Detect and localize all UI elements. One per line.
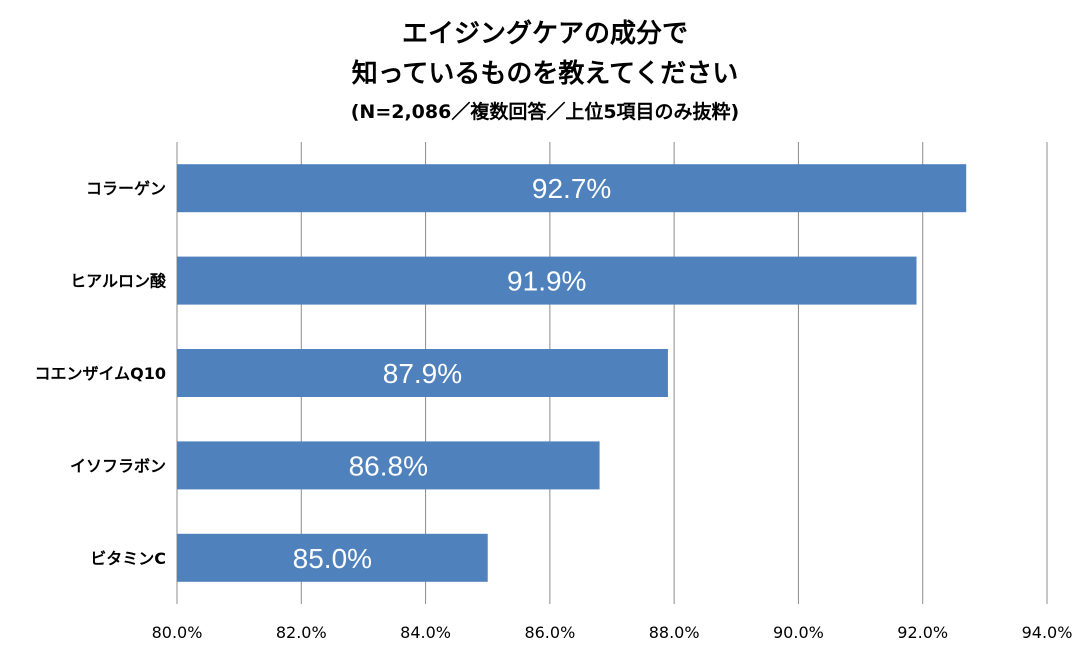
x-tick-label: 90.0% bbox=[773, 623, 824, 642]
category-label: ヒアルロン酸 bbox=[70, 272, 167, 291]
category-label: ビタミンC bbox=[90, 549, 166, 568]
data-labels: 92.7% 91.9% 87.9% 86.8% 85.0% bbox=[293, 173, 612, 574]
bar bbox=[177, 441, 600, 490]
x-tick-label: 84.0% bbox=[400, 623, 451, 642]
data-label: 92.7% bbox=[532, 173, 611, 204]
x-tick-label: 86.0% bbox=[524, 623, 575, 642]
data-label: 91.9% bbox=[507, 266, 586, 297]
category-label: コラーゲン bbox=[86, 179, 166, 198]
x-tick-label: 80.0% bbox=[152, 623, 203, 642]
chart-subtitle: (N=2,086／複数回答／上位5項目のみ抜粋) bbox=[351, 100, 740, 123]
x-tick-label: 82.0% bbox=[276, 623, 327, 642]
data-label: 85.0% bbox=[293, 543, 372, 574]
bar bbox=[177, 164, 967, 213]
bar bbox=[177, 533, 488, 582]
category-label: イソフラボン bbox=[70, 456, 166, 475]
bar bbox=[177, 256, 917, 305]
category-label: コエンザイムQ10 bbox=[34, 364, 166, 383]
x-tick-label: 92.0% bbox=[897, 623, 948, 642]
bars bbox=[177, 164, 967, 582]
x-tick-labels: 80.0% 82.0% 84.0% 86.0% 88.0% 90.0% 92.0% 94.0% bbox=[152, 623, 1073, 642]
data-label: 86.8% bbox=[349, 450, 428, 481]
data-label: 87.9% bbox=[383, 358, 462, 389]
x-tick-label: 94.0% bbox=[1022, 623, 1073, 642]
bar bbox=[177, 349, 668, 397]
chart-title-line-1: エイジングケアの成分で bbox=[402, 19, 688, 49]
chart-title-line-2: 知っているものを教えてください bbox=[352, 59, 739, 89]
x-tick-label: 88.0% bbox=[649, 623, 700, 642]
